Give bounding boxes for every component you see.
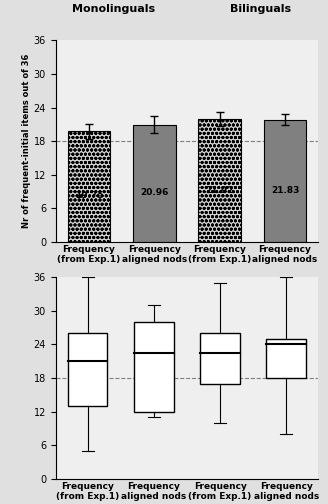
FancyBboxPatch shape: [266, 339, 306, 378]
FancyBboxPatch shape: [200, 333, 240, 384]
Text: 21.92: 21.92: [205, 186, 234, 195]
Bar: [68, 132, 110, 242]
FancyBboxPatch shape: [134, 322, 174, 412]
Y-axis label: Nr of frequent-initial items out of 36: Nr of frequent-initial items out of 36: [22, 54, 31, 228]
Text: Monolinguals: Monolinguals: [72, 4, 155, 14]
Bar: [198, 119, 241, 242]
FancyBboxPatch shape: [68, 333, 108, 406]
Text: 21.83: 21.83: [271, 186, 299, 196]
Bar: [133, 124, 175, 242]
Text: 19.75: 19.75: [74, 191, 103, 200]
Bar: [264, 119, 306, 242]
Text: Bilinguals: Bilinguals: [230, 4, 291, 14]
Text: 20.96: 20.96: [140, 188, 169, 198]
